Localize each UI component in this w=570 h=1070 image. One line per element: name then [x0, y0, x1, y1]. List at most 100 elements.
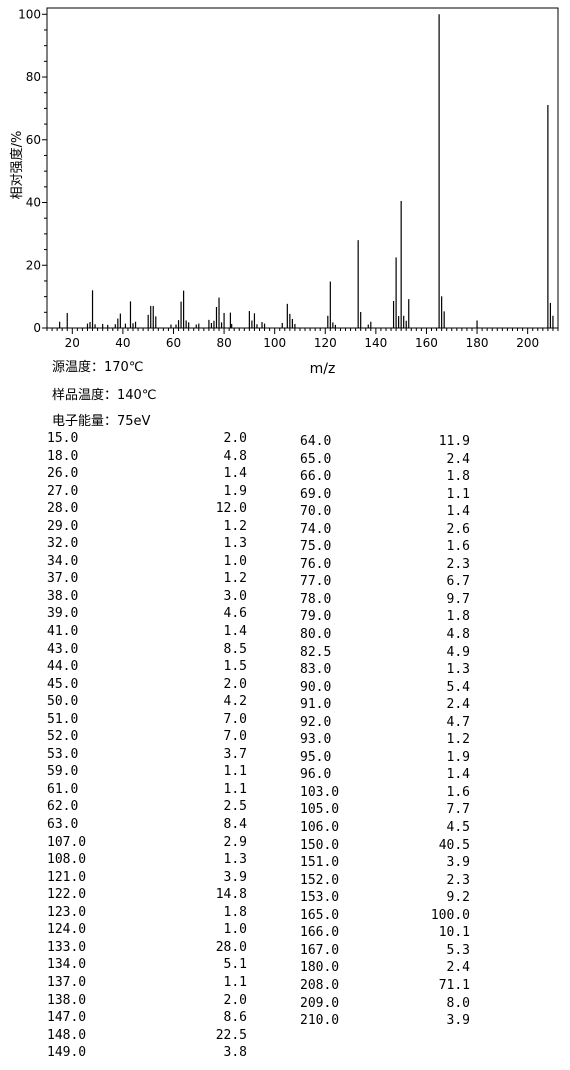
- mz-value: 106.0: [300, 820, 340, 836]
- mz-value: 95.0: [300, 749, 332, 765]
- mz-value: 121.0: [47, 869, 87, 885]
- table-row: 149.0 3.8: [47, 1044, 247, 1062]
- intensity-value: 6.7: [446, 574, 470, 590]
- intensity-value: 1.0: [223, 922, 247, 938]
- intensity-value: 1.3: [223, 852, 247, 868]
- intensity-value: 2.0: [223, 992, 247, 1008]
- table-row: 80.0 4.8: [300, 626, 470, 644]
- intensity-value: 1.3: [446, 662, 470, 678]
- table-row: 137.0 1.1: [47, 974, 247, 992]
- mz-value: 153.0: [300, 890, 340, 906]
- mz-value: 78.0: [300, 591, 332, 607]
- table-row: 138.0 2.0: [47, 992, 247, 1010]
- table-row: 69.0 1.1: [300, 486, 470, 504]
- y-tick-label: 20: [26, 258, 41, 272]
- table-row: 79.0 1.8: [300, 608, 470, 626]
- intensity-value: 4.2: [223, 694, 247, 710]
- mz-value: 180.0: [300, 960, 340, 976]
- mz-value: 26.0: [47, 466, 79, 482]
- table-row: 29.0 1.2: [47, 518, 247, 536]
- intensity-value: 2.6: [446, 521, 470, 537]
- table-row: 15.0 2.0: [47, 430, 247, 448]
- x-tick-label: 160: [415, 336, 438, 350]
- intensity-value: 10.1: [438, 925, 470, 941]
- mz-value: 122.0: [47, 887, 87, 903]
- mz-value: 138.0: [47, 992, 87, 1008]
- intensity-value: 1.9: [446, 749, 470, 765]
- mz-value: 147.0: [47, 1010, 87, 1026]
- mz-value: 79.0: [300, 609, 332, 625]
- intensity-value: 1.1: [223, 764, 247, 780]
- mz-value: 43.0: [47, 641, 79, 657]
- table-row: 147.0 8.6: [47, 1009, 247, 1027]
- mz-value: 27.0: [47, 483, 79, 499]
- mz-value: 151.0: [300, 855, 340, 871]
- table-row: 93.0 1.2: [300, 731, 470, 749]
- mz-value: 76.0: [300, 556, 332, 572]
- intensity-value: 4.9: [446, 644, 470, 660]
- intensity-value: 4.7: [446, 714, 470, 730]
- mz-value: 37.0: [47, 571, 79, 587]
- mz-value: 41.0: [47, 624, 79, 640]
- intensity-value: 1.6: [446, 784, 470, 800]
- table-row: 70.0 1.4: [300, 503, 470, 521]
- intensity-value: 2.3: [446, 556, 470, 572]
- intensity-value: 40.5: [438, 837, 470, 853]
- table-row: 74.0 2.6: [300, 521, 470, 539]
- table-row: 45.0 2.0: [47, 676, 247, 694]
- mz-value: 103.0: [300, 784, 340, 800]
- mz-value: 148.0: [47, 1027, 87, 1043]
- intensity-value: 1.5: [223, 659, 247, 675]
- mz-value: 210.0: [300, 1013, 340, 1029]
- table-row: 124.0 1.0: [47, 921, 247, 939]
- intensity-value: 1.4: [223, 466, 247, 482]
- intensity-value: 8.4: [223, 817, 247, 833]
- intensity-value: 1.4: [446, 767, 470, 783]
- intensity-value: 5.3: [446, 942, 470, 958]
- table-row: 103.0 1.6: [300, 784, 470, 802]
- mz-value: 152.0: [300, 872, 340, 888]
- table-row: 39.0 4.6: [47, 605, 247, 623]
- intensity-value: 71.1: [438, 977, 470, 993]
- mz-value: 208.0: [300, 977, 340, 993]
- intensity-value: 100.0: [430, 907, 470, 923]
- mz-value: 92.0: [300, 714, 332, 730]
- table-row: 43.0 8.5: [47, 641, 247, 659]
- mz-value: 66.0: [300, 469, 332, 485]
- table-row: 37.0 1.2: [47, 570, 247, 588]
- mz-value: 29.0: [47, 518, 79, 534]
- mz-value: 167.0: [300, 942, 340, 958]
- mz-value: 124.0: [47, 922, 87, 938]
- intensity-value: 2.3: [446, 872, 470, 888]
- intensity-value: 9.7: [446, 591, 470, 607]
- intensity-value: 1.2: [446, 732, 470, 748]
- intensity-value: 3.9: [446, 855, 470, 871]
- table-row: 108.0 1.3: [47, 851, 247, 869]
- mz-value: 62.0: [47, 799, 79, 815]
- x-tick-label: 140: [364, 336, 387, 350]
- intensity-value: 3.7: [223, 746, 247, 762]
- intensity-value: 3.0: [223, 588, 247, 604]
- mz-value: 107.0: [47, 834, 87, 850]
- mz-value: 74.0: [300, 521, 332, 537]
- mz-value: 53.0: [47, 746, 79, 762]
- mz-value: 44.0: [47, 659, 79, 675]
- intensity-value: 4.8: [223, 448, 247, 464]
- intensity-value: 1.0: [223, 553, 247, 569]
- table-row: 62.0 2.5: [47, 798, 247, 816]
- x-tick-label: 60: [166, 336, 181, 350]
- mz-value: 83.0: [300, 662, 332, 678]
- intensity-value: 3.9: [446, 1013, 470, 1029]
- table-row: 27.0 1.9: [47, 483, 247, 501]
- mz-value: 166.0: [300, 925, 340, 941]
- table-row: 38.0 3.0: [47, 588, 247, 606]
- table-row: 92.0 4.7: [300, 714, 470, 732]
- table-row: 152.0 2.3: [300, 872, 470, 890]
- table-row: 95.0 1.9: [300, 749, 470, 767]
- mz-value: 39.0: [47, 606, 79, 622]
- intensity-value: 5.4: [446, 679, 470, 695]
- table-row: 63.0 8.4: [47, 816, 247, 834]
- table-row: 151.0 3.9: [300, 854, 470, 872]
- table-row: 121.0 3.9: [47, 869, 247, 887]
- y-tick-label: 80: [26, 70, 41, 84]
